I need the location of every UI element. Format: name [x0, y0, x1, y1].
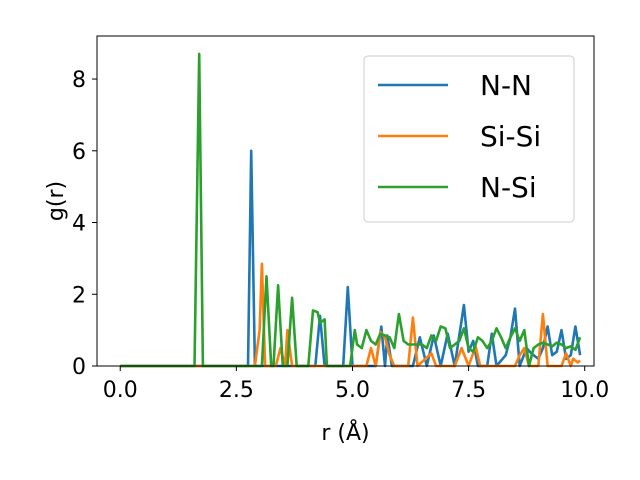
y-tick-label: 0 — [72, 355, 86, 380]
legend: N-N Si-Si N-Si — [363, 55, 575, 223]
y-tick-label: 4 — [72, 212, 86, 237]
legend-label-n-n: N-N — [480, 69, 532, 102]
y-tick-label: 8 — [72, 68, 86, 93]
legend-box — [363, 55, 575, 223]
x-tick-label: 2.5 — [219, 378, 254, 403]
axes: 0.0 2.5 5.0 7.5 10.0 0 2 4 6 8 — [72, 35, 609, 403]
y-axis-label: g(r) — [44, 181, 69, 221]
y-tick-label: 6 — [72, 140, 86, 165]
x-axis-label: r (Å) — [321, 419, 369, 446]
y-tick-label: 2 — [72, 283, 86, 308]
legend-label-n-si: N-Si — [480, 171, 537, 204]
x-tick-label: 0.0 — [103, 378, 138, 403]
legend-label-si-si: Si-Si — [480, 120, 541, 153]
x-tick-label: 5.0 — [335, 378, 370, 403]
plot-frame — [96, 35, 595, 367]
x-tick-label: 7.5 — [451, 378, 486, 403]
x-tick-label: 10.0 — [560, 378, 609, 403]
